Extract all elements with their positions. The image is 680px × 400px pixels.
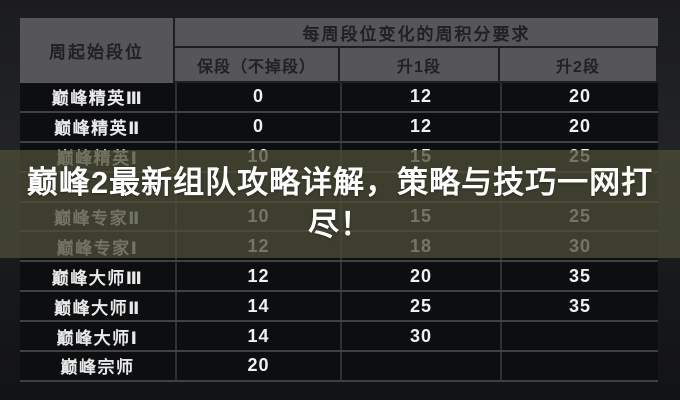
article-title-line1: 巅峰2最新组队攻略详解，策略与技巧一网打 xyxy=(26,165,654,200)
cell-up1: 30 xyxy=(340,322,500,351)
cell-rank: 巅峰大师Ⅲ xyxy=(51,268,144,288)
article-title: 巅峰2最新组队攻略详解，策略与技巧一网打 尽！ xyxy=(27,162,653,246)
col-group-header-weekly-points: 每周段位变化的周积分要求 xyxy=(175,18,658,48)
table-row: 巅峰大师Ⅰ 14 30 xyxy=(20,320,658,351)
cell-keep: 14 xyxy=(175,322,340,351)
cell-up2: 35 xyxy=(500,292,658,321)
col-header-up-2: 升2段 xyxy=(498,48,656,81)
cell-up2: 35 xyxy=(500,262,658,291)
cell-keep: 20 xyxy=(175,352,340,380)
cell-keep: 0 xyxy=(175,83,340,111)
cell-up2 xyxy=(500,352,658,380)
cell-up1: 20 xyxy=(340,262,500,291)
cell-rank: 巅峰精英Ⅱ xyxy=(54,119,141,139)
table-row: 巅峰大师Ⅲ 12 20 35 xyxy=(20,260,658,291)
table-header: 周起始段位 每周段位变化的周积分要求 保段（不掉段） 升1段 升2段 xyxy=(20,18,658,83)
col-header-start-rank: 周起始段位 xyxy=(20,18,175,83)
cell-up2 xyxy=(500,322,658,351)
cell-up2: 20 xyxy=(500,83,658,111)
article-title-line2: 尽！ xyxy=(308,207,372,242)
sub-header-row: 保段（不掉段） 升1段 升2段 xyxy=(175,48,658,81)
col-header-keep-rank: 保段（不掉段） xyxy=(175,48,338,81)
cell-up1: 12 xyxy=(340,83,500,111)
header-right-group: 每周段位变化的周积分要求 保段（不掉段） 升1段 升2段 xyxy=(175,18,658,83)
cell-rank: 巅峰大师Ⅱ xyxy=(54,298,141,318)
table-row: 巅峰大师Ⅱ 14 25 35 xyxy=(20,290,658,321)
table-row: 巅峰精英Ⅱ 0 12 20 xyxy=(20,110,658,141)
title-banner: 巅峰2最新组队攻略详解，策略与技巧一网打 尽！ xyxy=(0,150,680,258)
cell-up1: 12 xyxy=(340,112,500,141)
table-row: 巅峰精英Ⅲ 0 12 20 xyxy=(20,83,658,111)
cell-keep: 0 xyxy=(175,112,340,141)
table-row: 巅峰宗师 20 xyxy=(20,350,658,380)
cell-up1 xyxy=(340,352,500,380)
cell-rank: 巅峰宗师 xyxy=(60,358,135,378)
cell-keep: 14 xyxy=(175,292,340,321)
cell-up1: 25 xyxy=(340,292,500,321)
cell-keep: 12 xyxy=(175,262,340,291)
cell-up2: 20 xyxy=(500,112,658,141)
cell-rank: 巅峰精英Ⅲ xyxy=(51,89,144,109)
col-header-up-1: 升1段 xyxy=(338,48,498,81)
cell-rank: 巅峰大师Ⅰ xyxy=(56,328,139,348)
